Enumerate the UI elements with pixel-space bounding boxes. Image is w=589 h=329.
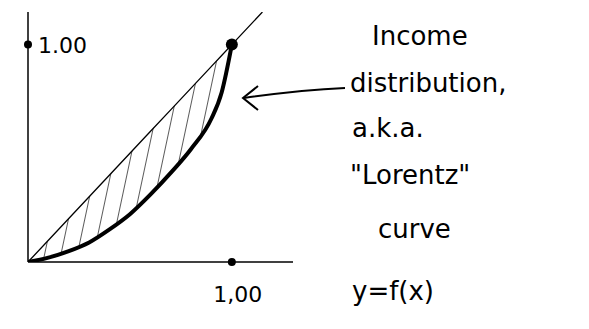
svg-text:curve: curve [378,214,451,244]
svg-text:1,00: 1,00 [213,282,262,307]
svg-text:1.00: 1.00 [38,33,87,58]
svg-text:y=f(x): y=f(x) [352,276,434,306]
svg-text:a.k.a.: a.k.a. [352,113,424,143]
svg-text:"Lorentz": "Lorentz" [350,160,470,190]
svg-text:distribution,: distribution, [350,68,506,98]
svg-text:Income: Income [372,21,468,51]
